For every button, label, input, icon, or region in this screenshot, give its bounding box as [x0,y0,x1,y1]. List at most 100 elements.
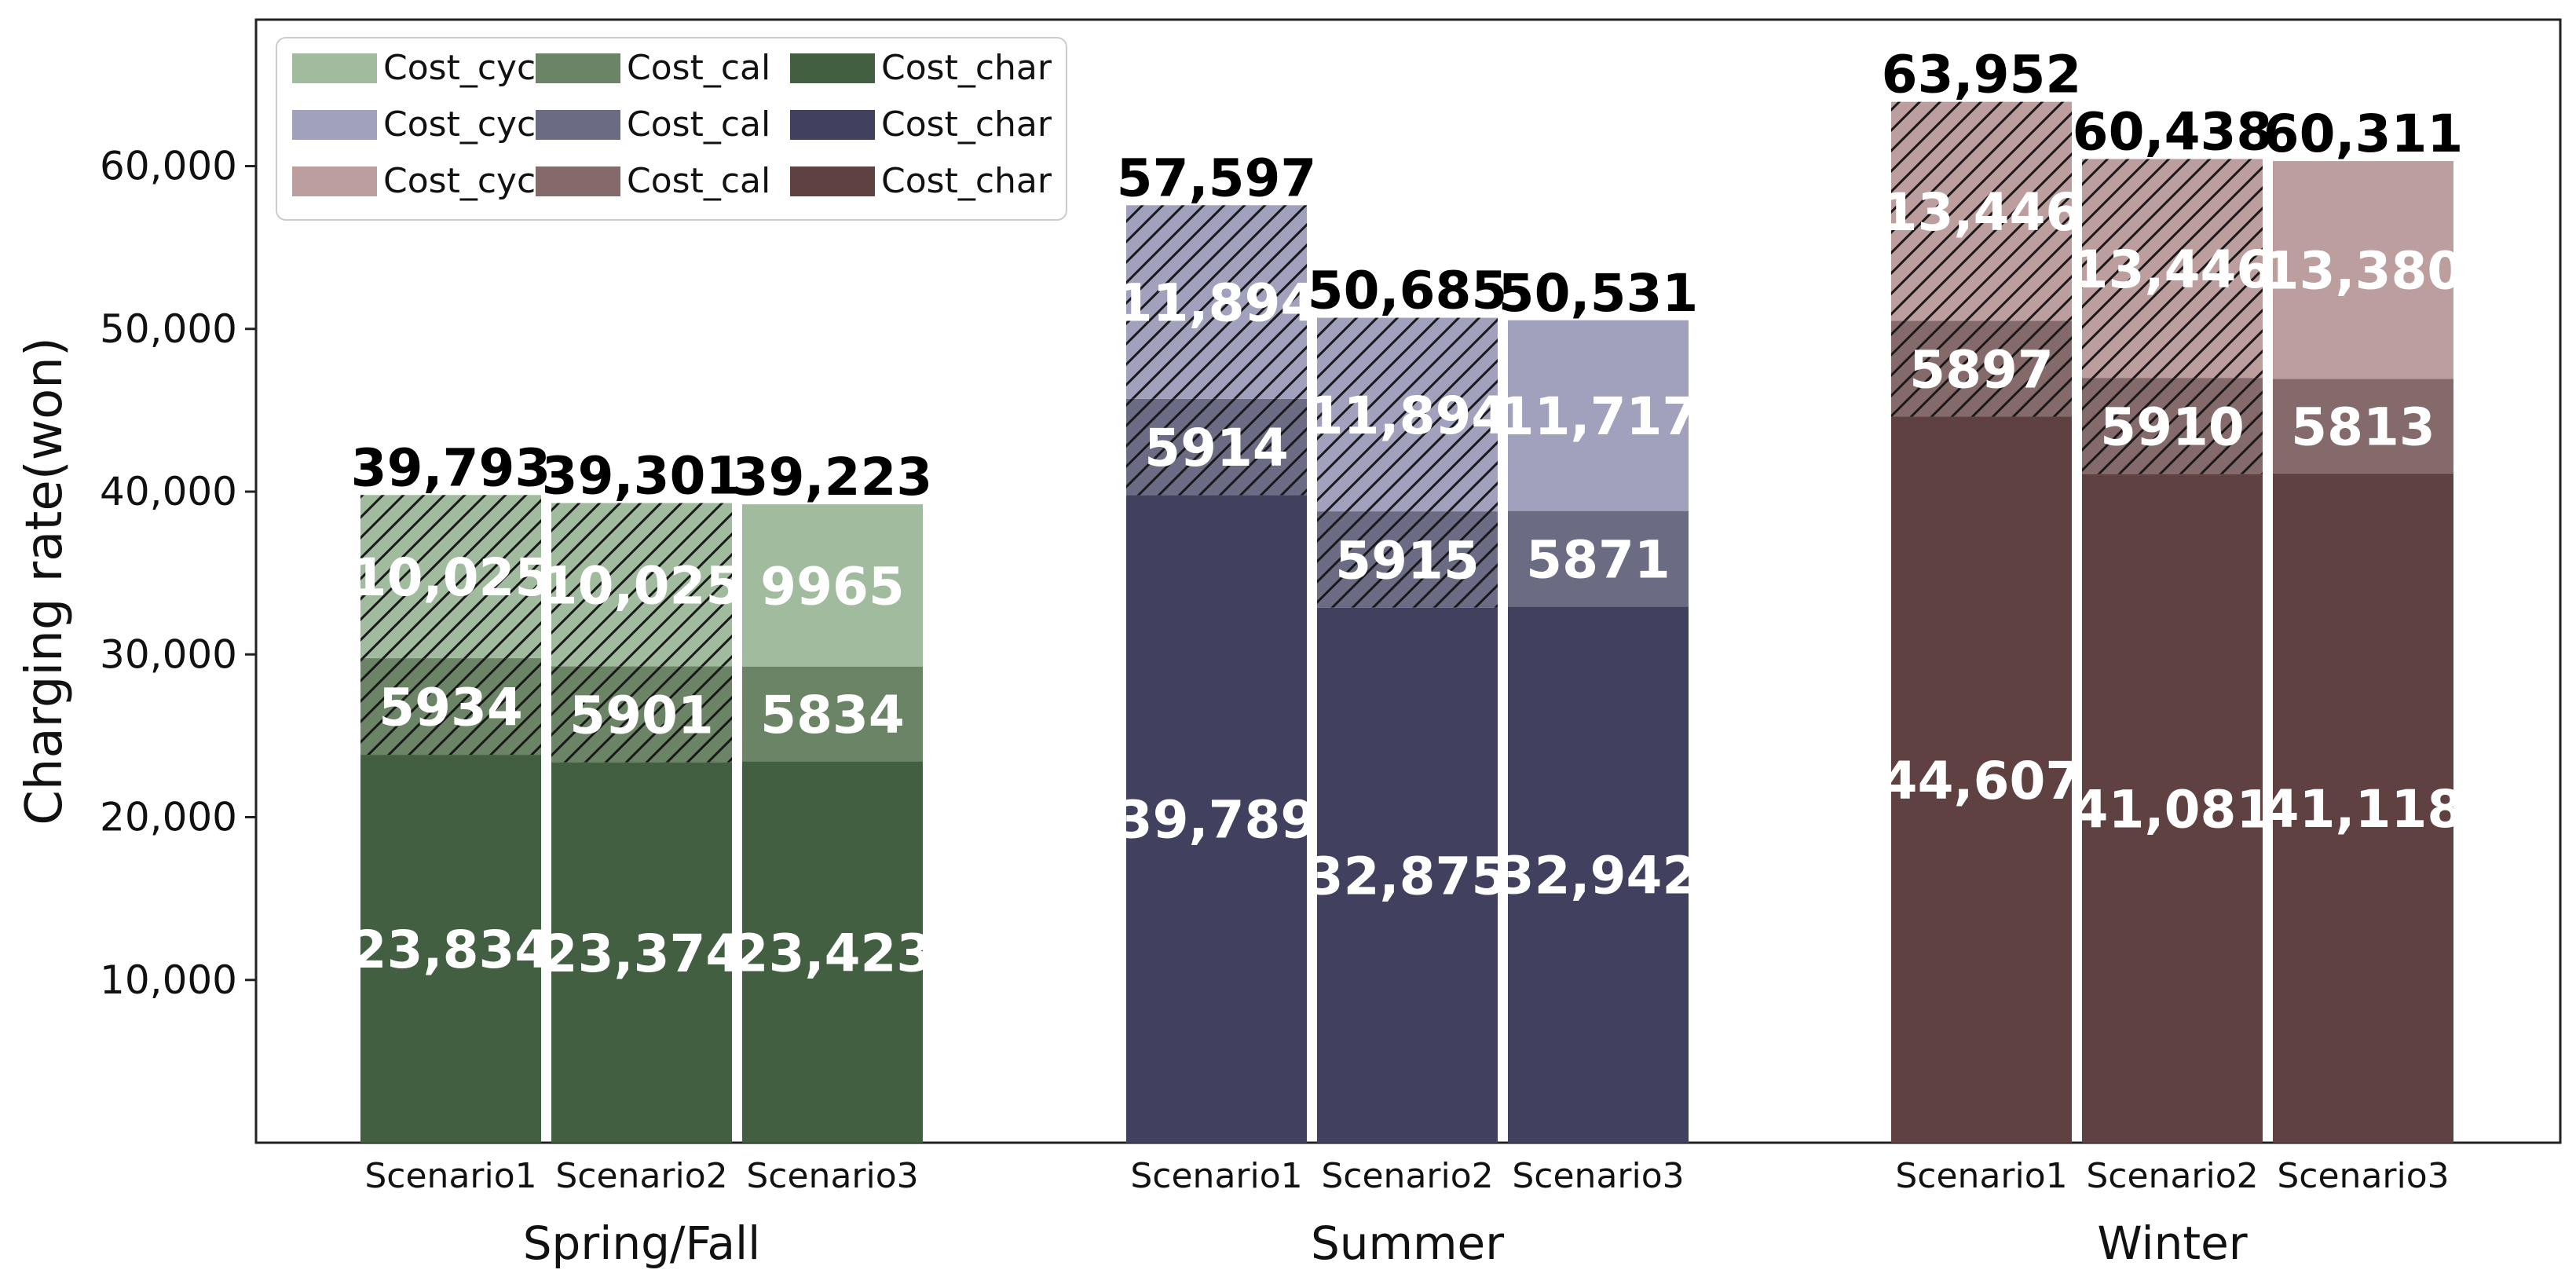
bar-hatch-cal [2082,378,2263,474]
legend-label: Cost_cyc [383,161,536,201]
segment-value-label: 10,025 [542,555,742,616]
bar-segment-char [1126,495,1307,1143]
x-tick-label: Scenario3 [746,1156,918,1196]
legend-label: Cost_cal [627,48,770,88]
legend-label: Cost_cyc [383,48,536,88]
y-tick-label: 30,000 [100,631,237,677]
bar-segment-char [2273,473,2453,1143]
segment-value-label: 5871 [1526,529,1670,590]
bar-total-label: 60,438 [2073,101,2273,162]
bar-total-label: 57,597 [1117,148,1317,208]
legend-label: Cost_cal [627,104,770,145]
bar-segment-char [742,761,923,1143]
segment-value-label: 11,894 [1308,386,1508,446]
legend-label: Cost_char [881,48,1052,88]
segment-value-label: 10,025 [351,547,551,608]
segment-value-label: 5901 [569,685,714,745]
segment-value-label: 5910 [2100,397,2245,457]
segment-value-label: 44,607 [1882,751,2082,811]
bar-segment-cal [2273,379,2453,474]
segment-value-label: 23,834 [351,920,551,980]
x-tick-label: Scenario2 [555,1156,727,1196]
segment-value-label: 32,875 [1308,846,1508,906]
group-label: Spring/Fall [523,1217,761,1270]
y-axis: 10,000 20,000 30,000 40,000 50,000 60,000 [100,144,256,1003]
legend: Cost_cyc Cost_cal Cost_char Cost_cyc Cost_ca… [276,37,1067,221]
y-axis-title: Charging rate(won) [16,337,74,825]
x-axis: Scenario1 Scenario2 Scenario3 Spring/Fall Sc… [364,1156,2449,1270]
segment-value-label: 5834 [760,685,905,745]
bar-hatch-cyc [551,503,732,667]
segment-value-label: 11,717 [1498,386,1699,447]
bar-hatch-cyc [1891,101,2072,321]
bar-segment-cyc [742,504,923,667]
segment-value-label: 41,118 [2263,779,2464,840]
bar-total-label: 50,531 [1498,263,1699,324]
group-label: Winter [2097,1217,2247,1270]
x-tick-label: Scenario1 [1130,1156,1302,1196]
legend-swatch [292,110,377,140]
legend-swatch [536,53,620,83]
y-tick-label: 50,000 [100,306,237,352]
y-tick-label: 20,000 [100,795,237,840]
bar-hatch-cal [360,658,541,756]
x-tick-label: Scenario2 [1321,1156,1493,1196]
bar-total-label: 39,223 [733,447,933,507]
legend-swatch [536,166,620,196]
segment-value-label: 5915 [1335,530,1480,591]
bar-segment-cal [1508,510,1689,607]
bar-segment-char [1317,607,1498,1143]
legend-label: Cost_cal [627,161,770,201]
group-label: Summer [1311,1217,1504,1270]
legend-label: Cost_char [881,104,1052,145]
segment-value-label: 5914 [1144,418,1289,478]
segment-value-label: 32,942 [1498,846,1699,906]
legend-swatch [292,166,377,196]
legend-swatch [790,166,875,196]
y-tick-label: 60,000 [100,144,237,189]
bar-hatch-cyc [2082,159,2263,379]
bar-total-label: 50,685 [1308,261,1508,321]
y-tick-label: 10,000 [100,957,237,1003]
segment-value-label: 11,894 [1117,273,1317,334]
segment-value-label: 13,446 [1882,182,2082,243]
x-tick-label: Scenario3 [2277,1156,2449,1196]
bar-segment-cyc [1508,320,1689,511]
bar-segment-char [360,755,541,1143]
bar-segment-char [1508,606,1689,1143]
bar-segment-char [2082,474,2263,1143]
x-tick-label: Scenario1 [1895,1156,2067,1196]
legend-swatch [292,53,377,83]
bar-segment-cyc [2273,161,2453,379]
segment-value-label: 5813 [2291,397,2435,458]
bar-segment-char [1891,416,2072,1143]
legend-label: Cost_cyc [383,104,536,145]
bar-hatch-cal [551,666,732,763]
x-tick-label: Scenario1 [364,1156,536,1196]
segment-value-label: 13,380 [2263,241,2464,302]
bar-hatch-cal [1891,320,2072,417]
segment-value-label: 9965 [760,556,905,617]
x-tick-label: Scenario2 [2086,1156,2258,1196]
bar-total-label: 60,311 [2263,104,2464,164]
legend-label: Cost_char [881,161,1052,201]
bar-segment-cal [742,666,923,762]
bar-segment-char [551,762,732,1143]
segment-value-label: 39,789 [1117,790,1317,851]
bar-total-label: 39,793 [351,437,551,498]
bar-hatch-cal [1317,511,1498,608]
segment-value-label: 13,446 [2073,240,2273,300]
segment-value-label: 41,081 [2073,779,2273,840]
bar-total-label: 63,952 [1882,45,2082,105]
x-tick-label: Scenario3 [1512,1156,1684,1196]
segment-value-label: 23,423 [733,923,933,983]
legend-swatch [790,110,875,140]
segment-value-label: 5934 [379,678,523,738]
bar-hatch-cal [1126,398,1307,496]
bar-total-label: 39,301 [542,446,742,507]
bars-layer: 23,834 5934 10,025 39,793 23,374 5901 10,025 39… [351,45,2464,1143]
legend-swatch [790,53,875,83]
bar-hatch-cyc [360,495,541,659]
y-tick-label: 40,000 [100,469,237,514]
